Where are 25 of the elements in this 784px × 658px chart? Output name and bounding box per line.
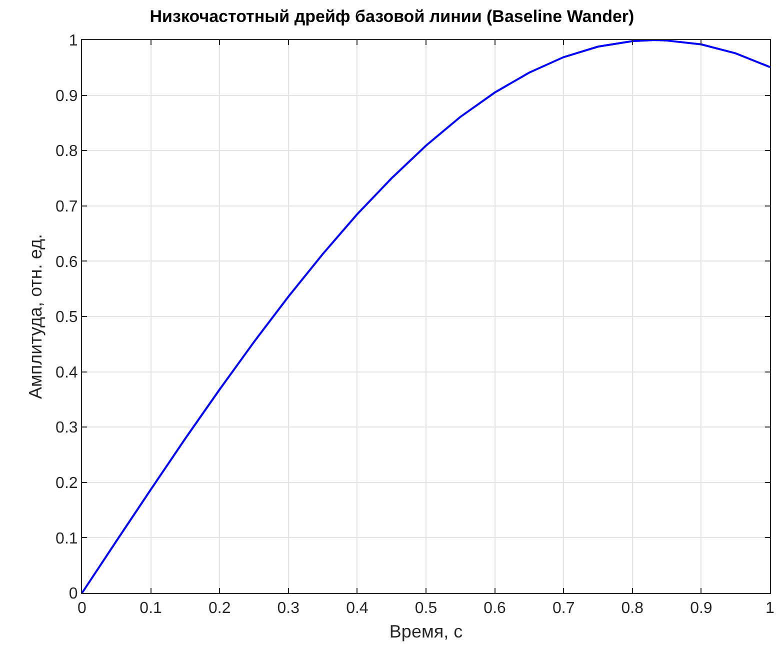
y-tick-label: 0.3 xyxy=(56,420,78,437)
y-tick-label: 0.2 xyxy=(56,475,78,492)
y-axis-title: Амплитуда, отн. ед. xyxy=(26,234,46,399)
x-tick-label: 0.4 xyxy=(346,600,368,618)
x-axis-title: Время, с xyxy=(389,621,463,642)
y-tick-label: 0.7 xyxy=(56,198,78,216)
x-tick-label: 1 xyxy=(766,600,775,618)
y-tick-label: 1 xyxy=(68,32,78,50)
line-series xyxy=(82,40,770,593)
y-tick-label: 0 xyxy=(68,586,78,603)
x-tick-label: 0.1 xyxy=(140,600,162,618)
y-tick-label: 0.4 xyxy=(56,364,78,382)
x-tick-label: 0.5 xyxy=(414,600,438,618)
x-tick-label: 0.3 xyxy=(277,600,300,618)
y-tick-label: 0.5 xyxy=(56,309,78,326)
x-tick-label: 0.6 xyxy=(484,600,506,618)
x-tick-label: 0.7 xyxy=(552,600,575,618)
y-tick-label: 0.9 xyxy=(56,88,78,105)
y-tick-label: 0.8 xyxy=(56,143,78,160)
x-tick-label: 0.9 xyxy=(690,600,712,618)
chart-title: Низкочастотный дрейф базовой линии (Baseline Wander) xyxy=(150,6,634,26)
x-tick-label: 0.8 xyxy=(621,600,644,618)
y-tick-label: 0.1 xyxy=(56,530,78,548)
y-tick-label: 0.6 xyxy=(56,254,78,271)
x-tick-label: 0.2 xyxy=(208,600,231,618)
